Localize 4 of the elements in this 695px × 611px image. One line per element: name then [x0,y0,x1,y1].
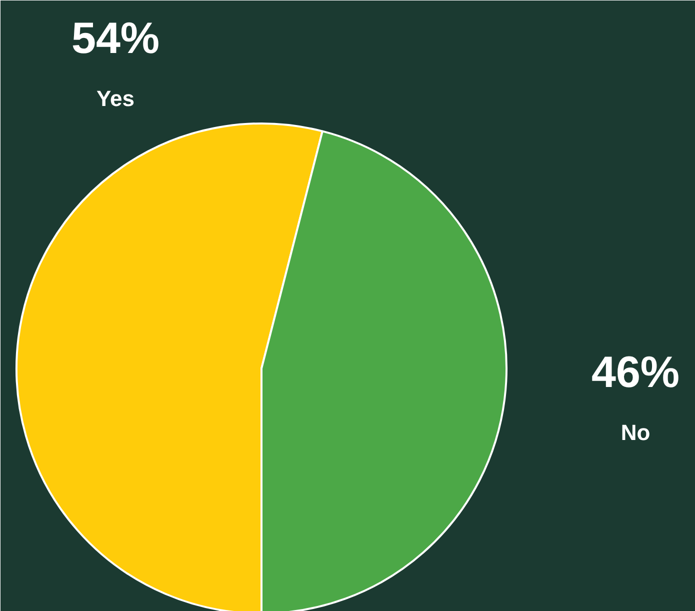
slice-label: No [620,420,650,445]
slice-label: Yes [96,86,134,111]
data-label: 46% [591,348,680,397]
data-label: 54% [71,14,160,63]
